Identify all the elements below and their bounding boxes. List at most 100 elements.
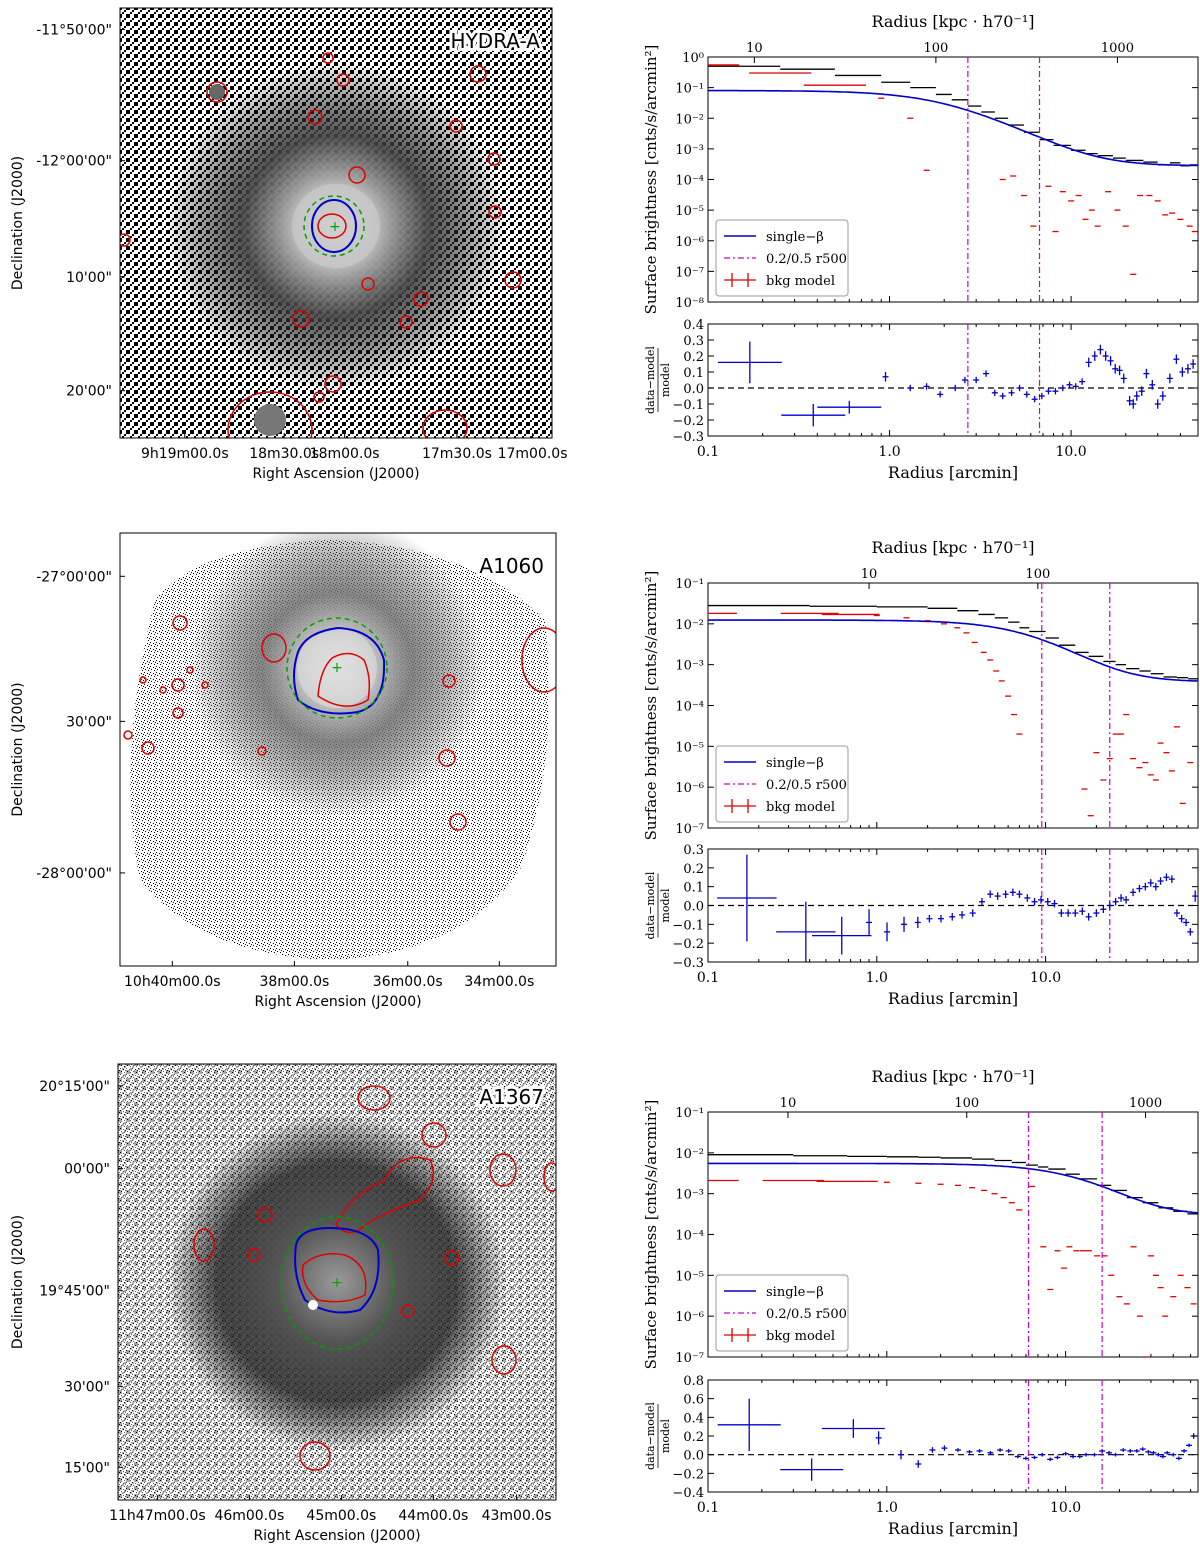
dec-axis-label: Declination (J2000) — [10, 156, 26, 290]
y-tick-label: 10⁻⁸ — [675, 296, 704, 311]
y-tick-label: 10⁻⁵ — [675, 1269, 704, 1284]
resid-label-denominator: model — [659, 888, 672, 923]
residual-frame — [707, 1379, 1199, 1493]
residual-area — [708, 324, 1198, 436]
x-tick-label: 10.0 — [1030, 970, 1061, 986]
plot-area — [708, 583, 1198, 828]
dec-tick-label: 10'00" — [66, 270, 112, 286]
ra-tick-label: 18m30.0s — [249, 446, 319, 462]
plot-area — [708, 57, 1198, 302]
ra-tick-label: 43m00.0s — [482, 1508, 552, 1524]
resid-y-tick-label: −0.2 — [672, 1467, 704, 1482]
ra-tick-label: 17m00.0s — [498, 446, 568, 462]
ra-axis-label: Right Ascension (J2000) — [254, 994, 421, 1010]
resid-label-denominator: model — [659, 362, 672, 397]
residual-area — [708, 849, 1198, 962]
residual-area — [708, 1380, 1198, 1492]
residual-plot: −0.3−0.2−0.10.00.10.20.30.40.1 1.0 10.0Rad… — [644, 318, 1199, 482]
surface-brightness-plot: 10⁻⁸ 10⁻⁷ 10⁻⁶ 10⁻⁵ 10⁻⁴ 10⁻³ 10⁻² 10⁻¹ 10⁰ 10 100… — [642, 12, 1199, 315]
y-tick-label: 10⁰ — [682, 51, 704, 66]
x-tick-label: 1.0 — [878, 444, 900, 460]
dec-axis-label: Declination (J2000) — [10, 682, 26, 816]
dec-tick-label: 00'00" — [64, 1162, 110, 1178]
legend-entry: single−β — [766, 230, 824, 245]
plot-area — [708, 1112, 1198, 1357]
sky-image-a1060: + — [119, 532, 557, 967]
top-tick-label: 10 — [746, 41, 763, 56]
legend-entry: 0.2/0.5 r500 — [766, 778, 847, 793]
ra-tick-label: 11h47m00.0s — [109, 1508, 206, 1524]
x-axis-label: Radius [arcmin] — [888, 989, 1018, 1008]
resid-y-tick-label: −0.1 — [672, 918, 704, 933]
y-tick-label: 10⁻³ — [675, 1188, 704, 1203]
surface-brightness-plot: 10⁻⁷ 10⁻⁶ 10⁻⁵ 10⁻⁴ 10⁻³ 10⁻² 10⁻¹ 10 100 Radius … — [642, 538, 1199, 841]
top-tick-label: 10 — [780, 1096, 797, 1111]
legend-box — [715, 745, 849, 823]
y-tick-label: 10⁻² — [675, 618, 704, 633]
legend-box — [715, 1274, 849, 1352]
top-axis-label: Radius [kpc · h70⁻¹] — [871, 12, 1034, 31]
svg-text:+: + — [331, 660, 343, 676]
y-axis-label: Surface brightness [cnts/s/arcmin²] — [642, 45, 660, 315]
panel-hydra-a: HYDRA-A Right Ascension (J2000) Declinatio… — [10, 12, 1199, 482]
y-tick-label: 10⁻² — [675, 112, 704, 127]
top-tick-label: 10 — [861, 567, 878, 582]
resid-y-axis-label: data−model model — [644, 871, 672, 939]
ra-tick-label: 17m30.0s — [422, 446, 492, 462]
y-tick-label: 10⁻⁴ — [675, 174, 704, 189]
x-tick-label: 1.0 — [876, 1500, 898, 1516]
panel-a1060: A1060 Right Ascension (J2000) Declination … — [10, 538, 1199, 1010]
ra-tick-label: 36m00.0s — [373, 974, 443, 990]
legend-entry: single−β — [766, 756, 824, 771]
top-axis-label: Radius [kpc · h70⁻¹] — [871, 538, 1034, 557]
resid-y-tick-label: −0.1 — [672, 398, 704, 413]
resid-y-tick-label: −0.4 — [672, 1486, 704, 1501]
y-tick-label: 10⁻¹ — [675, 1106, 704, 1121]
residual-frame — [707, 323, 1199, 437]
y-tick-label: 10⁻⁴ — [675, 700, 704, 715]
y-axis-label: Surface brightness [cnts/s/arcmin²] — [642, 571, 660, 841]
ra-tick-label: 45m00.0s — [306, 1508, 376, 1524]
y-tick-label: 10⁻⁵ — [675, 740, 704, 755]
panel-a1367: A1367 Right Ascension (J2000) Declination … — [10, 1067, 1199, 1544]
resid-y-tick-label: 0.0 — [683, 900, 704, 915]
dec-tick-label: 30'00" — [66, 714, 112, 730]
resid-y-tick-label: 0.4 — [683, 318, 704, 333]
x-tick-label: 0.1 — [697, 444, 719, 460]
x-tick-label: 1.0 — [866, 970, 888, 986]
dec-axis-label: Declination (J2000) — [10, 1215, 26, 1349]
top-tick-label: 1000 — [1101, 41, 1134, 56]
cluster-label: HYDRA-A — [451, 29, 541, 53]
dec-tick-label: -27°00'00" — [36, 569, 112, 585]
legend-entry: single−β — [766, 1285, 824, 1300]
dec-tick-label: -12°00'00" — [36, 154, 112, 170]
legend-entry: 0.2/0.5 r500 — [766, 252, 847, 267]
y-tick-label: 10⁻¹ — [675, 577, 704, 592]
resid-label-numerator: data−model — [644, 1402, 657, 1470]
y-tick-label: 10⁻⁷ — [675, 822, 704, 837]
ra-tick-label: 38m00.0s — [259, 974, 329, 990]
top-tick-label: 100 — [1025, 567, 1050, 582]
x-axis-label: Radius [arcmin] — [888, 1519, 1018, 1538]
x-axis-label: Radius [arcmin] — [888, 463, 1018, 482]
legend-entry: 0.2/0.5 r500 — [766, 1307, 847, 1322]
ra-tick-label: 46m00.0s — [214, 1508, 284, 1524]
resid-y-tick-label: 0.0 — [683, 382, 704, 397]
cluster-label: A1060 — [479, 554, 544, 578]
legend-entry: bkg model — [766, 800, 835, 815]
y-tick-label: 10⁻⁷ — [675, 265, 704, 280]
ra-axis-label: Right Ascension (J2000) — [252, 466, 419, 482]
dec-tick-label: 20'00" — [66, 384, 112, 400]
beta-model-line — [708, 619, 1198, 682]
x-tick-label: 10.0 — [1056, 444, 1087, 460]
resid-y-tick-label: 0.0 — [683, 1449, 704, 1464]
resid-y-tick-label: 0.3 — [683, 843, 704, 858]
y-tick-label: 10⁻⁵ — [675, 204, 704, 219]
top-axis-label: Radius [kpc · h70⁻¹] — [871, 1067, 1034, 1086]
top-tick-label: 1000 — [1129, 1096, 1162, 1111]
resid-y-tick-label: −0.2 — [672, 414, 704, 429]
resid-y-tick-label: 0.6 — [683, 1393, 704, 1408]
dec-tick-label: 15'00" — [64, 1460, 110, 1476]
resid-y-tick-label: 0.2 — [683, 350, 704, 365]
resid-y-tick-label: 0.1 — [683, 366, 704, 381]
